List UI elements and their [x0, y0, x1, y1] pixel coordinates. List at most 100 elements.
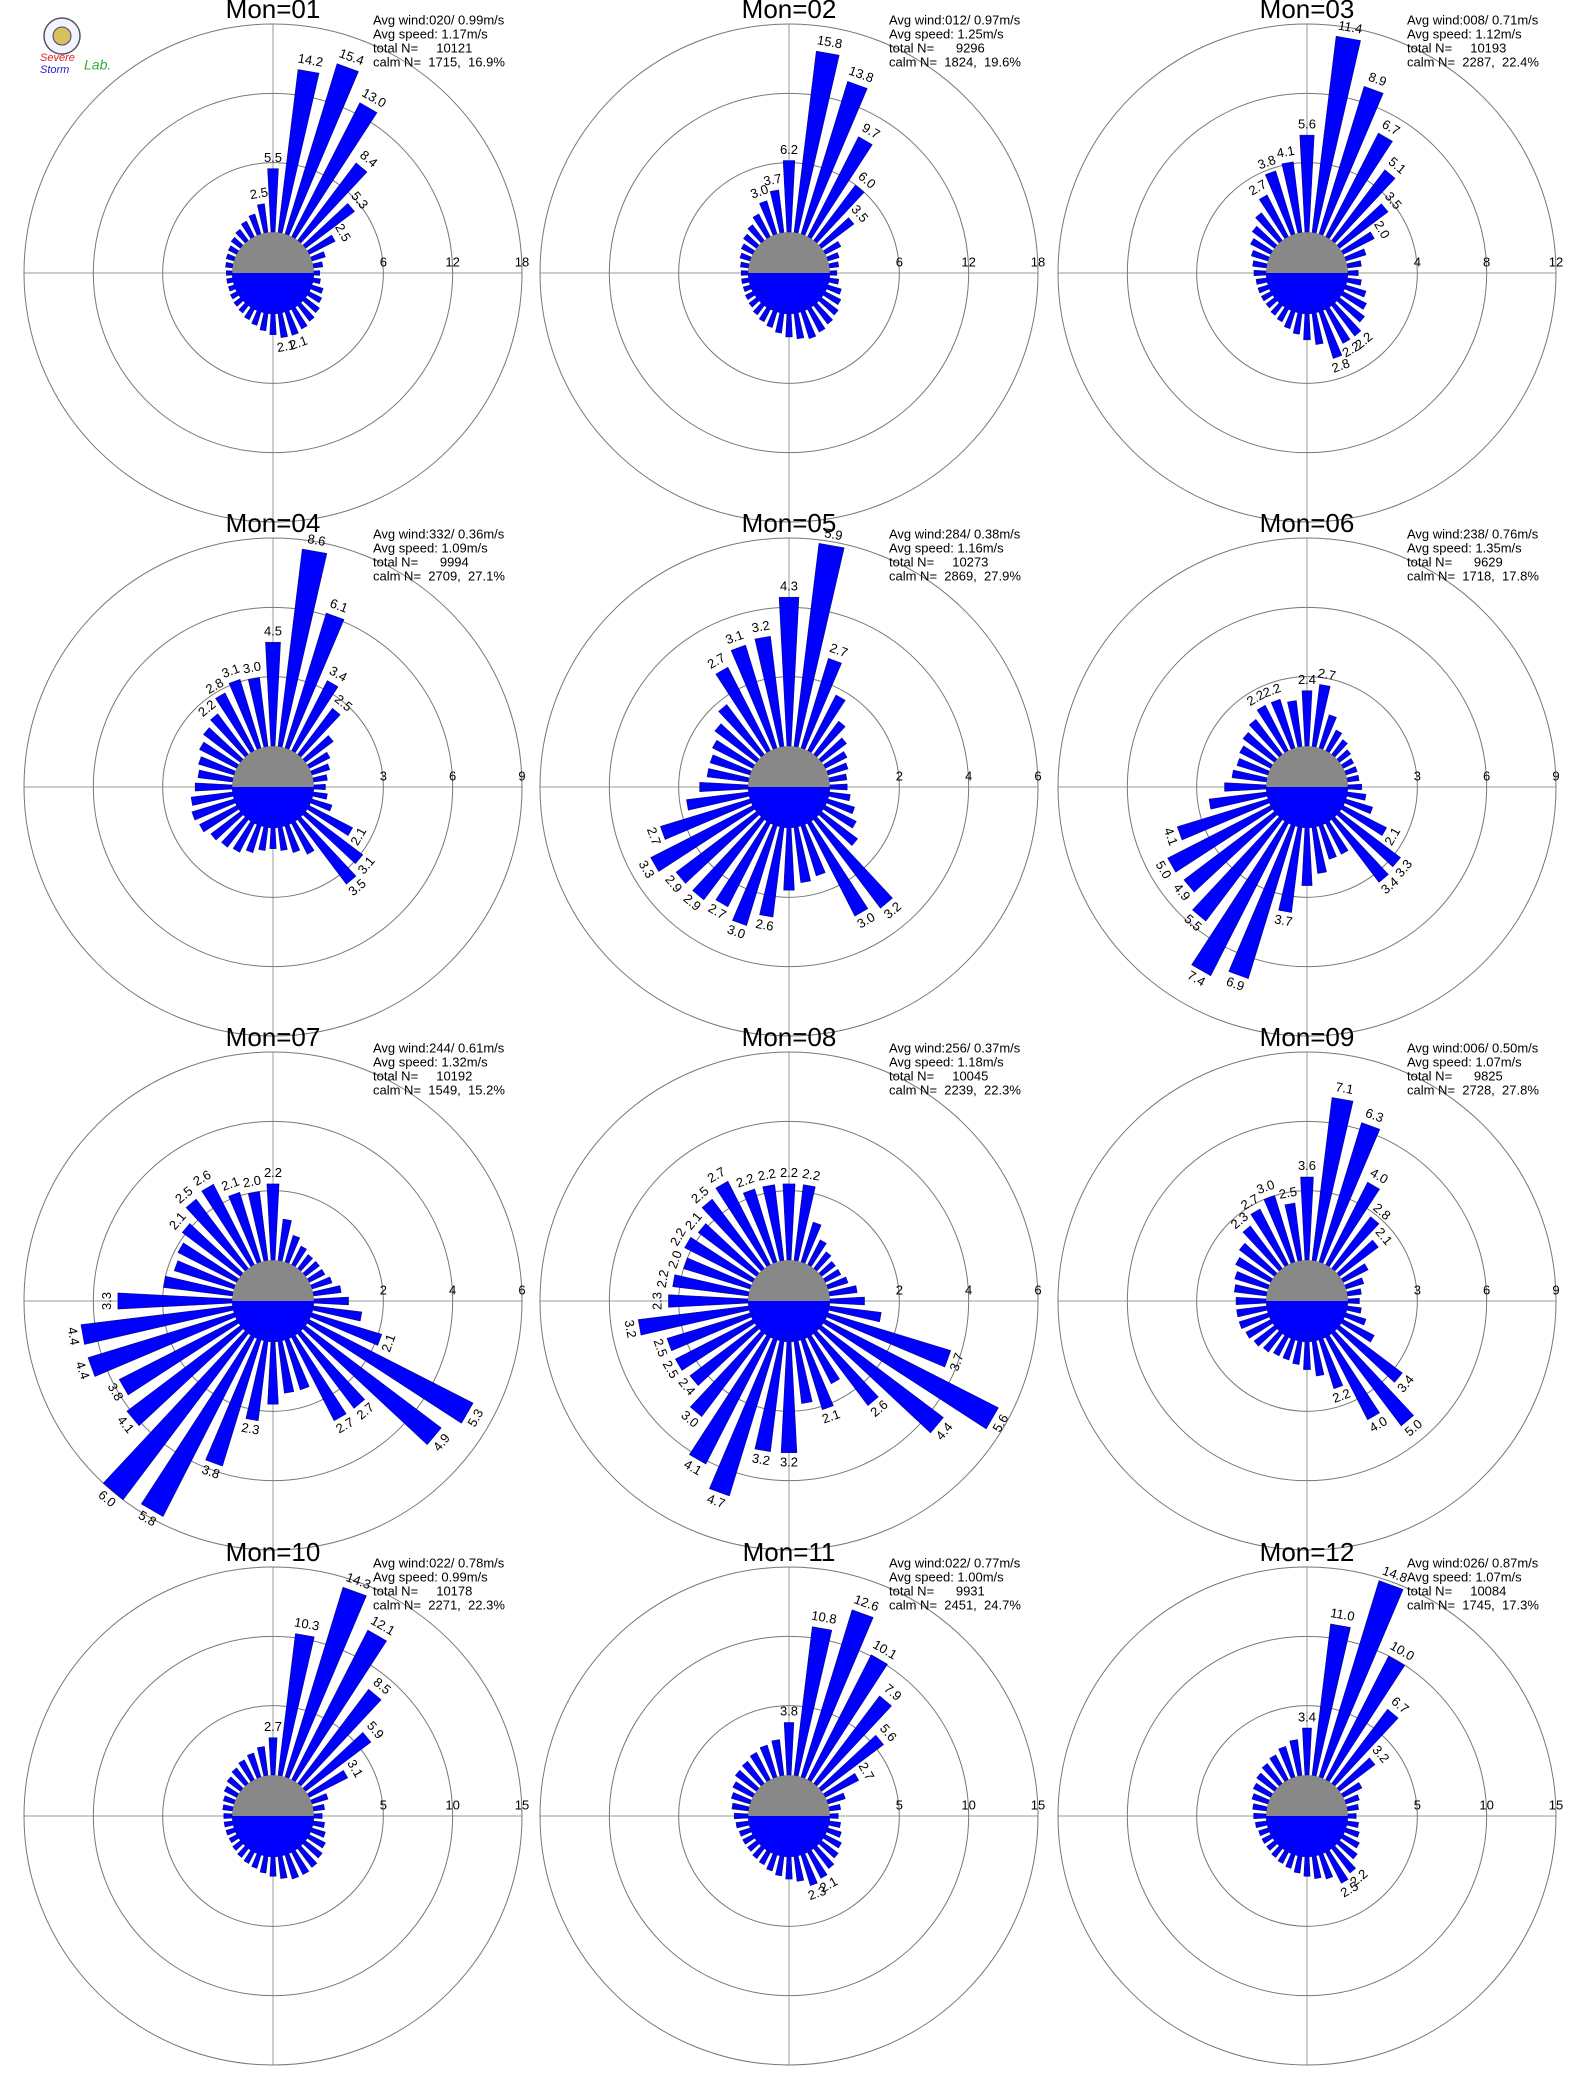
bar [247, 677, 269, 748]
value-label: 2.2 [264, 1165, 282, 1180]
bar [223, 1813, 233, 1819]
r-tick-label: 15 [1549, 1797, 1563, 1812]
bar [1331, 169, 1396, 244]
bar [743, 233, 760, 249]
value-label: 6.1 [328, 595, 350, 615]
bar [1331, 816, 1389, 883]
bar [1325, 729, 1343, 753]
bar [709, 754, 752, 776]
info-line: total N= 9296 [889, 40, 985, 55]
info-line: Avg speed: 1.00m/s [889, 1569, 1004, 1584]
info-line: calm N= 2287, 22.4% [1407, 54, 1539, 69]
bar [1311, 35, 1361, 234]
info-line: total N= 9994 [373, 554, 469, 569]
bar [235, 228, 249, 244]
bar [1318, 1338, 1344, 1390]
bar [199, 741, 239, 769]
r-tick-label: 10 [1479, 1797, 1493, 1812]
bar [828, 1820, 841, 1828]
r-tick-label: 6 [896, 254, 903, 269]
bar [228, 284, 236, 292]
value-label: 3.3 [99, 1292, 114, 1310]
bar [754, 1340, 785, 1453]
r-tick-label: 4 [965, 1282, 972, 1297]
bar [1233, 1284, 1268, 1297]
bar [706, 768, 750, 783]
bar [313, 1813, 323, 1819]
value-label: 2.8 [1330, 355, 1352, 375]
bar [1301, 690, 1313, 747]
bar [1245, 1319, 1273, 1339]
grid-ring [1196, 1705, 1418, 1927]
calm-circle-lower [748, 1301, 830, 1342]
bar [117, 1292, 233, 1310]
bar [1256, 704, 1289, 753]
bar [778, 596, 800, 747]
bar [297, 1845, 318, 1868]
bar [1301, 827, 1313, 886]
bar [785, 313, 793, 338]
bar [740, 243, 755, 255]
bar [302, 1731, 372, 1792]
bar [1318, 1122, 1381, 1264]
bar [1311, 1340, 1325, 1377]
bar [210, 713, 249, 758]
bar [302, 1260, 320, 1277]
bar [793, 826, 811, 883]
bar [1302, 1727, 1312, 1776]
bar [826, 1312, 952, 1368]
bar [818, 1325, 944, 1434]
logo-text: Lab. [84, 57, 111, 73]
info-line: Avg speed: 0.99m/s [373, 1569, 488, 1584]
r-tick-label: 10 [961, 1797, 975, 1812]
bar [826, 1792, 846, 1805]
bar [191, 798, 236, 821]
bar [198, 756, 236, 776]
bar [185, 1198, 249, 1272]
bar [672, 1274, 750, 1297]
bar [754, 635, 785, 748]
bar [1292, 1340, 1303, 1365]
value-label: 3.2 [750, 618, 770, 636]
value-label: 10.3 [293, 1614, 321, 1633]
bar [269, 827, 277, 849]
bar [807, 1850, 828, 1879]
bar [823, 1834, 842, 1849]
bar [230, 236, 244, 249]
bar [173, 1260, 236, 1290]
bar [818, 737, 847, 763]
bar [1325, 132, 1393, 239]
calm-circle-lower [232, 787, 314, 828]
bar [225, 261, 234, 269]
bar [741, 277, 750, 285]
bar [312, 774, 328, 783]
bar [215, 692, 255, 753]
r-tick-label: 18 [515, 254, 529, 269]
bar [1251, 1793, 1270, 1805]
info-line: calm N= 2239, 22.3% [889, 1082, 1021, 1097]
value-label: 3.8 [200, 1462, 222, 1482]
bar [1208, 791, 1268, 810]
info-line: Avg wind:284/ 0.38m/s [889, 526, 1021, 541]
bar [1331, 739, 1348, 758]
bar [742, 1188, 778, 1264]
grid-ring [608, 92, 970, 454]
bar [297, 1688, 382, 1787]
grid-ring [162, 1705, 384, 1927]
grid-ring [608, 1635, 970, 1997]
bar [793, 1184, 816, 1262]
bar [785, 1856, 793, 1880]
value-label: 2.6 [754, 916, 774, 934]
bar [199, 805, 239, 833]
bar [650, 805, 755, 872]
bar [310, 284, 324, 294]
bar [818, 217, 855, 249]
chart-title: Mon=03 [1260, 0, 1355, 24]
bar [226, 270, 233, 276]
value-label: 3.8 [1256, 152, 1278, 172]
bar [1318, 824, 1337, 860]
bar [1346, 791, 1367, 801]
info-line: Avg wind:332/ 0.36m/s [373, 526, 505, 541]
info-line: Avg wind:006/ 0.50m/s [1407, 1040, 1539, 1055]
bar [1300, 1176, 1314, 1261]
